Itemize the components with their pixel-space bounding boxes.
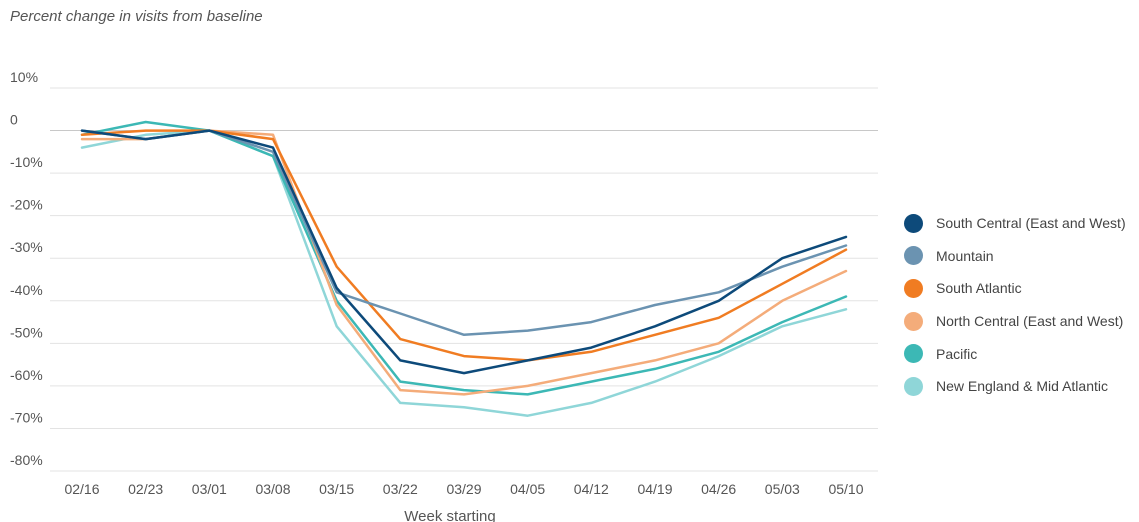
series-line <box>80 129 848 362</box>
y-tick-label: -80% <box>10 452 43 468</box>
legend-dot-icon <box>904 213 923 233</box>
legend-item: South Atlantic <box>904 272 1126 305</box>
x-tick-label: 03/15 <box>319 481 354 497</box>
legend-label: North Central (East and West) <box>936 313 1124 330</box>
x-tick-label: 03/22 <box>383 481 418 497</box>
legend-item: Mountain <box>904 240 1126 273</box>
y-tick-label: 10% <box>10 69 38 85</box>
x-tick-label: 03/29 <box>446 481 481 497</box>
y-tick-label: -40% <box>10 282 43 298</box>
legend-dot-icon <box>904 246 923 266</box>
legend-label: New England & Mid Atlantic <box>936 378 1108 395</box>
y-tick-label: -70% <box>10 409 43 425</box>
x-tick-label: 04/12 <box>574 481 609 497</box>
legend-label: Mountain <box>936 247 994 264</box>
legend-dot-icon <box>904 311 923 331</box>
y-tick-label: -10% <box>10 154 43 170</box>
legend-dot-icon <box>904 344 923 364</box>
chart-title: Percent change in visits from baseline <box>10 8 263 25</box>
series-line <box>80 129 848 375</box>
legend-label: South Central (East and West) <box>936 215 1126 232</box>
legend-label: Pacific <box>936 345 978 362</box>
legend-item: Pacific <box>904 337 1126 370</box>
x-tick-label: 05/03 <box>765 481 800 497</box>
x-tick-label: 02/23 <box>128 481 163 497</box>
legend-item: South Central (East and West) <box>904 207 1126 240</box>
series-line <box>80 129 848 337</box>
y-tick-label: -30% <box>10 239 43 255</box>
y-tick-label: 0 <box>10 112 18 128</box>
legend-item: North Central (East and West) <box>904 305 1126 338</box>
y-tick-label: -60% <box>10 367 43 383</box>
legend-label: South Atlantic <box>936 280 1022 297</box>
legend-dot-icon <box>904 376 923 396</box>
y-tick-label: -20% <box>10 197 43 213</box>
x-tick-label: 05/10 <box>828 481 863 497</box>
x-tick-label: 03/01 <box>192 481 227 497</box>
x-tick-label: 04/26 <box>701 481 736 497</box>
y-tick-label: -50% <box>10 324 43 340</box>
x-tick-label: 04/19 <box>637 481 672 497</box>
x-tick-label: 03/08 <box>255 481 290 497</box>
x-axis-label: Week starting <box>404 508 495 522</box>
legend: South Central (East and West) Mountain Sou… <box>904 207 1126 403</box>
x-tick-label: 04/05 <box>510 481 545 497</box>
legend-dot-icon <box>904 278 923 298</box>
x-tick-label: 02/16 <box>64 481 99 497</box>
legend-item: New England & Mid Atlantic <box>904 370 1126 403</box>
